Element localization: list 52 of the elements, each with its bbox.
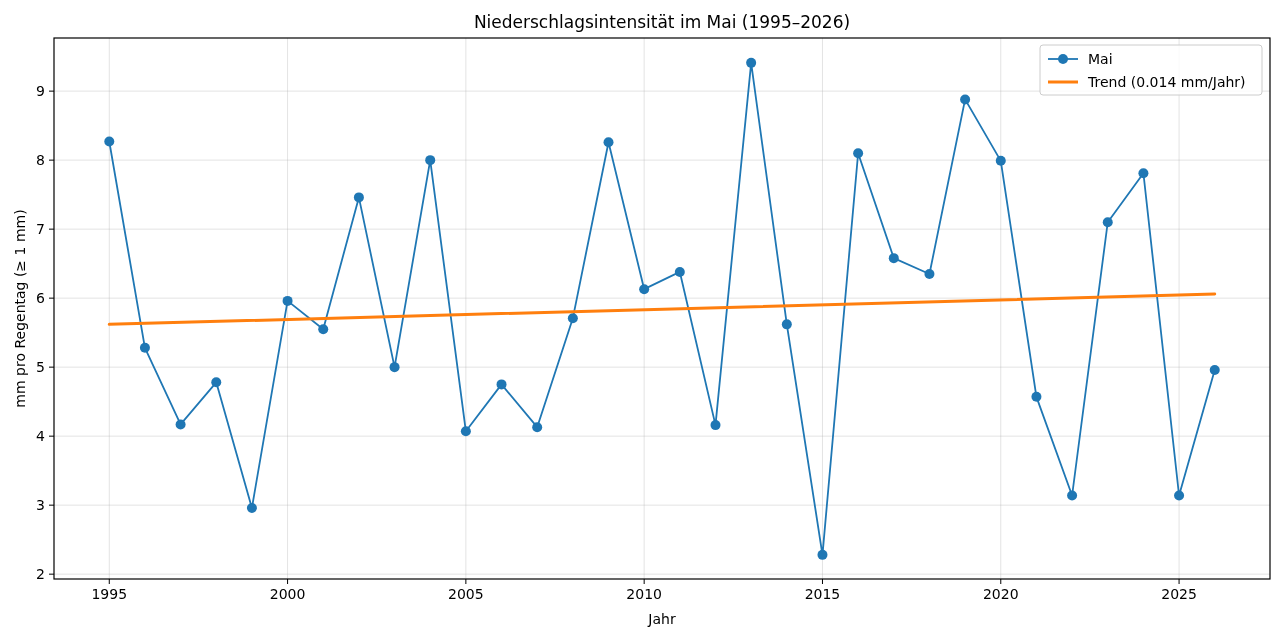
x-tick-label: 2010 — [626, 586, 662, 602]
point — [353, 192, 364, 203]
point — [888, 253, 899, 264]
y-tick-label: 7 — [36, 221, 45, 238]
x-tick-label: 2000 — [269, 586, 306, 602]
point — [853, 148, 864, 159]
legend-label: Mai — [1088, 51, 1113, 67]
point — [1138, 168, 1149, 179]
point — [389, 362, 400, 373]
y-tick-label: 3 — [36, 497, 45, 514]
y-axis-title: mm pro Regentag (≥ 1 mm) — [12, 209, 28, 408]
point — [104, 136, 115, 147]
y-tick-label: 8 — [36, 152, 45, 169]
legend-label: Trend (0.014 mm/Jahr) — [1087, 74, 1246, 90]
point — [674, 266, 685, 277]
x-tick-label: 2005 — [448, 586, 484, 602]
point — [246, 502, 257, 513]
y-tick-label: 5 — [36, 359, 45, 376]
x-tick-label: 2025 — [1161, 586, 1197, 602]
point — [211, 377, 222, 388]
point — [318, 324, 329, 335]
point — [425, 155, 436, 166]
y-tick-label: 4 — [36, 428, 46, 445]
point — [175, 419, 186, 430]
point — [1174, 490, 1185, 501]
y-tick-label: 9 — [36, 83, 45, 100]
point — [567, 313, 578, 324]
y-tick-label: 6 — [36, 290, 46, 307]
point — [995, 155, 1006, 166]
x-axis-title: Jahr — [647, 611, 676, 627]
point — [817, 549, 828, 560]
point — [532, 422, 543, 433]
point — [960, 94, 971, 105]
chart-title: Niederschlagsintensität im Mai (1995–2026) — [473, 12, 851, 32]
point — [460, 426, 471, 437]
point — [282, 295, 293, 306]
point — [496, 379, 507, 390]
point — [924, 269, 935, 279]
x-tick-label: 2015 — [804, 586, 841, 602]
point — [710, 420, 721, 431]
point — [139, 342, 150, 353]
x-tick-label: 1995 — [91, 586, 128, 602]
point — [603, 137, 614, 148]
point — [639, 284, 650, 295]
x-tick-label: 2020 — [982, 586, 1019, 602]
point — [1031, 391, 1042, 402]
point — [1102, 217, 1113, 228]
point — [781, 319, 792, 330]
point — [1209, 364, 1220, 375]
point — [1067, 490, 1078, 501]
point — [746, 57, 757, 68]
y-tick-label: 2 — [36, 566, 45, 583]
